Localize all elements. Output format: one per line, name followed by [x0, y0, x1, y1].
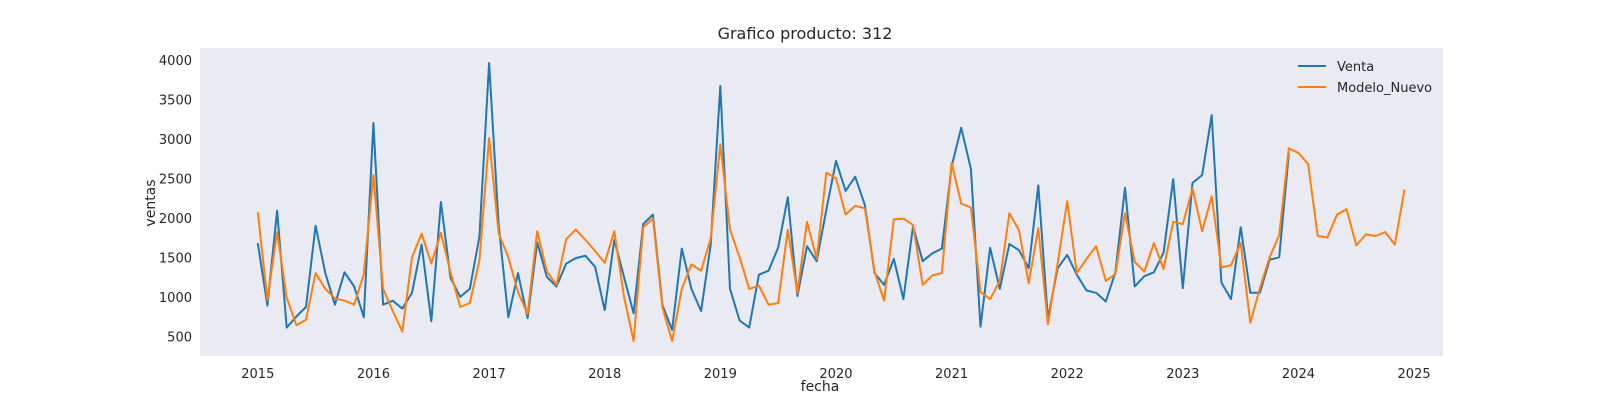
x-tick-label: 2024: [1282, 367, 1315, 382]
y-tick-label: 4000: [159, 54, 192, 69]
y-tick-label: 1000: [159, 291, 192, 306]
legend-label: Modelo_Nuevo: [1337, 81, 1432, 96]
x-tick-label: 2020: [819, 367, 852, 382]
x-axis: 2015 2016 2017 2018 2019 2020 2021 2022 2023 2024…: [241, 367, 1430, 382]
chart-title: Grafico producto: 312: [718, 24, 893, 43]
plot-area: [200, 48, 1443, 356]
y-tick-label: 500: [167, 330, 192, 345]
y-axis: 500 1000 1500 2000 2500 3000 3500 4000: [159, 54, 192, 345]
series-line-modelo-nuevo: [256, 137, 1406, 342]
x-tick-label: 2015: [241, 367, 274, 382]
x-tick-label: 2021: [935, 367, 968, 382]
x-tick-label: 2019: [704, 367, 737, 382]
series-lines: [256, 62, 1406, 342]
y-axis-label: ventas: [143, 179, 159, 226]
x-tick-label: 2016: [357, 367, 390, 382]
x-tick-label: 2022: [1051, 367, 1084, 382]
x-axis-label: fecha: [801, 379, 840, 395]
x-tick-label: 2018: [588, 367, 621, 382]
y-tick-label: 2000: [159, 212, 192, 227]
x-tick-label: 2017: [473, 367, 506, 382]
legend: Venta Modelo_Nuevo: [1298, 60, 1432, 96]
y-tick-label: 1500: [159, 251, 192, 266]
legend-label: Venta: [1337, 60, 1374, 75]
y-tick-label: 2500: [159, 172, 192, 187]
y-tick-label: 3000: [159, 133, 192, 148]
x-tick-label: 2025: [1398, 367, 1431, 382]
y-tick-label: 3500: [159, 93, 192, 108]
x-tick-label: 2023: [1166, 367, 1199, 382]
